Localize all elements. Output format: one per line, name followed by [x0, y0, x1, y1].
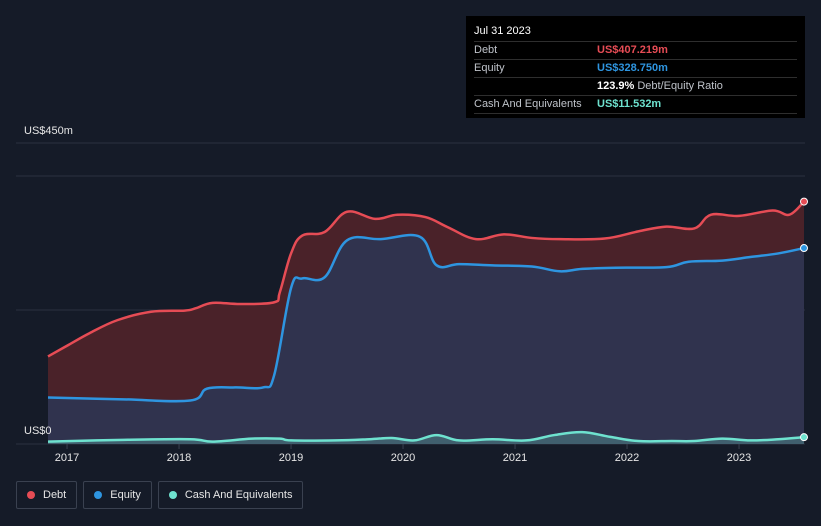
debt-dot-icon [27, 491, 35, 499]
tooltip-ratio-value: 123.9% [597, 80, 635, 92]
x-axis-ticks: 2017 2018 2019 2020 2021 2022 2023 [55, 444, 751, 464]
end-markers [800, 197, 808, 442]
y-axis-top-label: US$450m [24, 125, 73, 137]
y-axis-bottom-label: US$0 [24, 425, 52, 437]
tooltip-equity-label: Equity [474, 62, 505, 74]
tooltip-row-debt: Debt US$407.219m [474, 42, 797, 60]
x-tick-label-2021: 2021 [503, 452, 527, 464]
line-debt [47, 200, 805, 358]
chart-legend: Debt Equity Cash And Equivalents [16, 481, 304, 509]
tooltip-row-ratio: 123.9% Debt/Equity Ratio [474, 78, 797, 96]
end-marker-debt [800, 197, 808, 206]
tooltip-debt-label: Debt [474, 44, 498, 56]
tooltip-row-cash: Cash And Equivalents US$11.532m [474, 96, 797, 114]
x-tick-label-2018: 2018 [167, 452, 191, 464]
area-equity [48, 235, 804, 444]
end-marker-cash [800, 433, 808, 442]
equity-dot-icon [94, 491, 103, 499]
tooltip-debt-value: US$407.219m [597, 44, 668, 56]
line-equity [47, 233, 805, 403]
cash-dot-icon [168, 491, 177, 499]
legend-equity-label: Equity [110, 489, 141, 501]
x-tick-label-2020: 2020 [391, 452, 415, 464]
tooltip-equity-value: US$328.750m [597, 62, 668, 74]
tooltip-cash-value: US$11.532m [597, 98, 662, 110]
x-tick-label-2022: 2022 [615, 452, 639, 464]
x-tick-label-2019: 2019 [279, 452, 303, 464]
legend-debt-label: Debt [43, 489, 67, 501]
tooltip-cash-label: Cash And Equivalents [474, 98, 582, 110]
x-tick-label-2023: 2023 [727, 452, 751, 464]
lines [47, 200, 805, 443]
end-marker-equity [800, 244, 808, 253]
legend-cash-label: Cash And Equivalents [184, 489, 293, 501]
line-cash [47, 430, 805, 443]
x-tick-label-2017: 2017 [55, 452, 79, 464]
legend-item-cash[interactable]: Cash And Equivalents [157, 481, 304, 509]
legend-item-equity[interactable]: Equity [83, 481, 152, 509]
tooltip-panel: Jul 31 2023 Debt US$407.219m Equity US$3… [466, 16, 805, 118]
legend-item-debt[interactable]: Debt [16, 481, 78, 509]
tooltip-date: Jul 31 2023 [474, 24, 797, 42]
tooltip-row-equity: Equity US$328.750m [474, 60, 797, 78]
tooltip-ratio-label: Debt/Equity Ratio [637, 80, 723, 92]
areas [48, 201, 804, 444]
